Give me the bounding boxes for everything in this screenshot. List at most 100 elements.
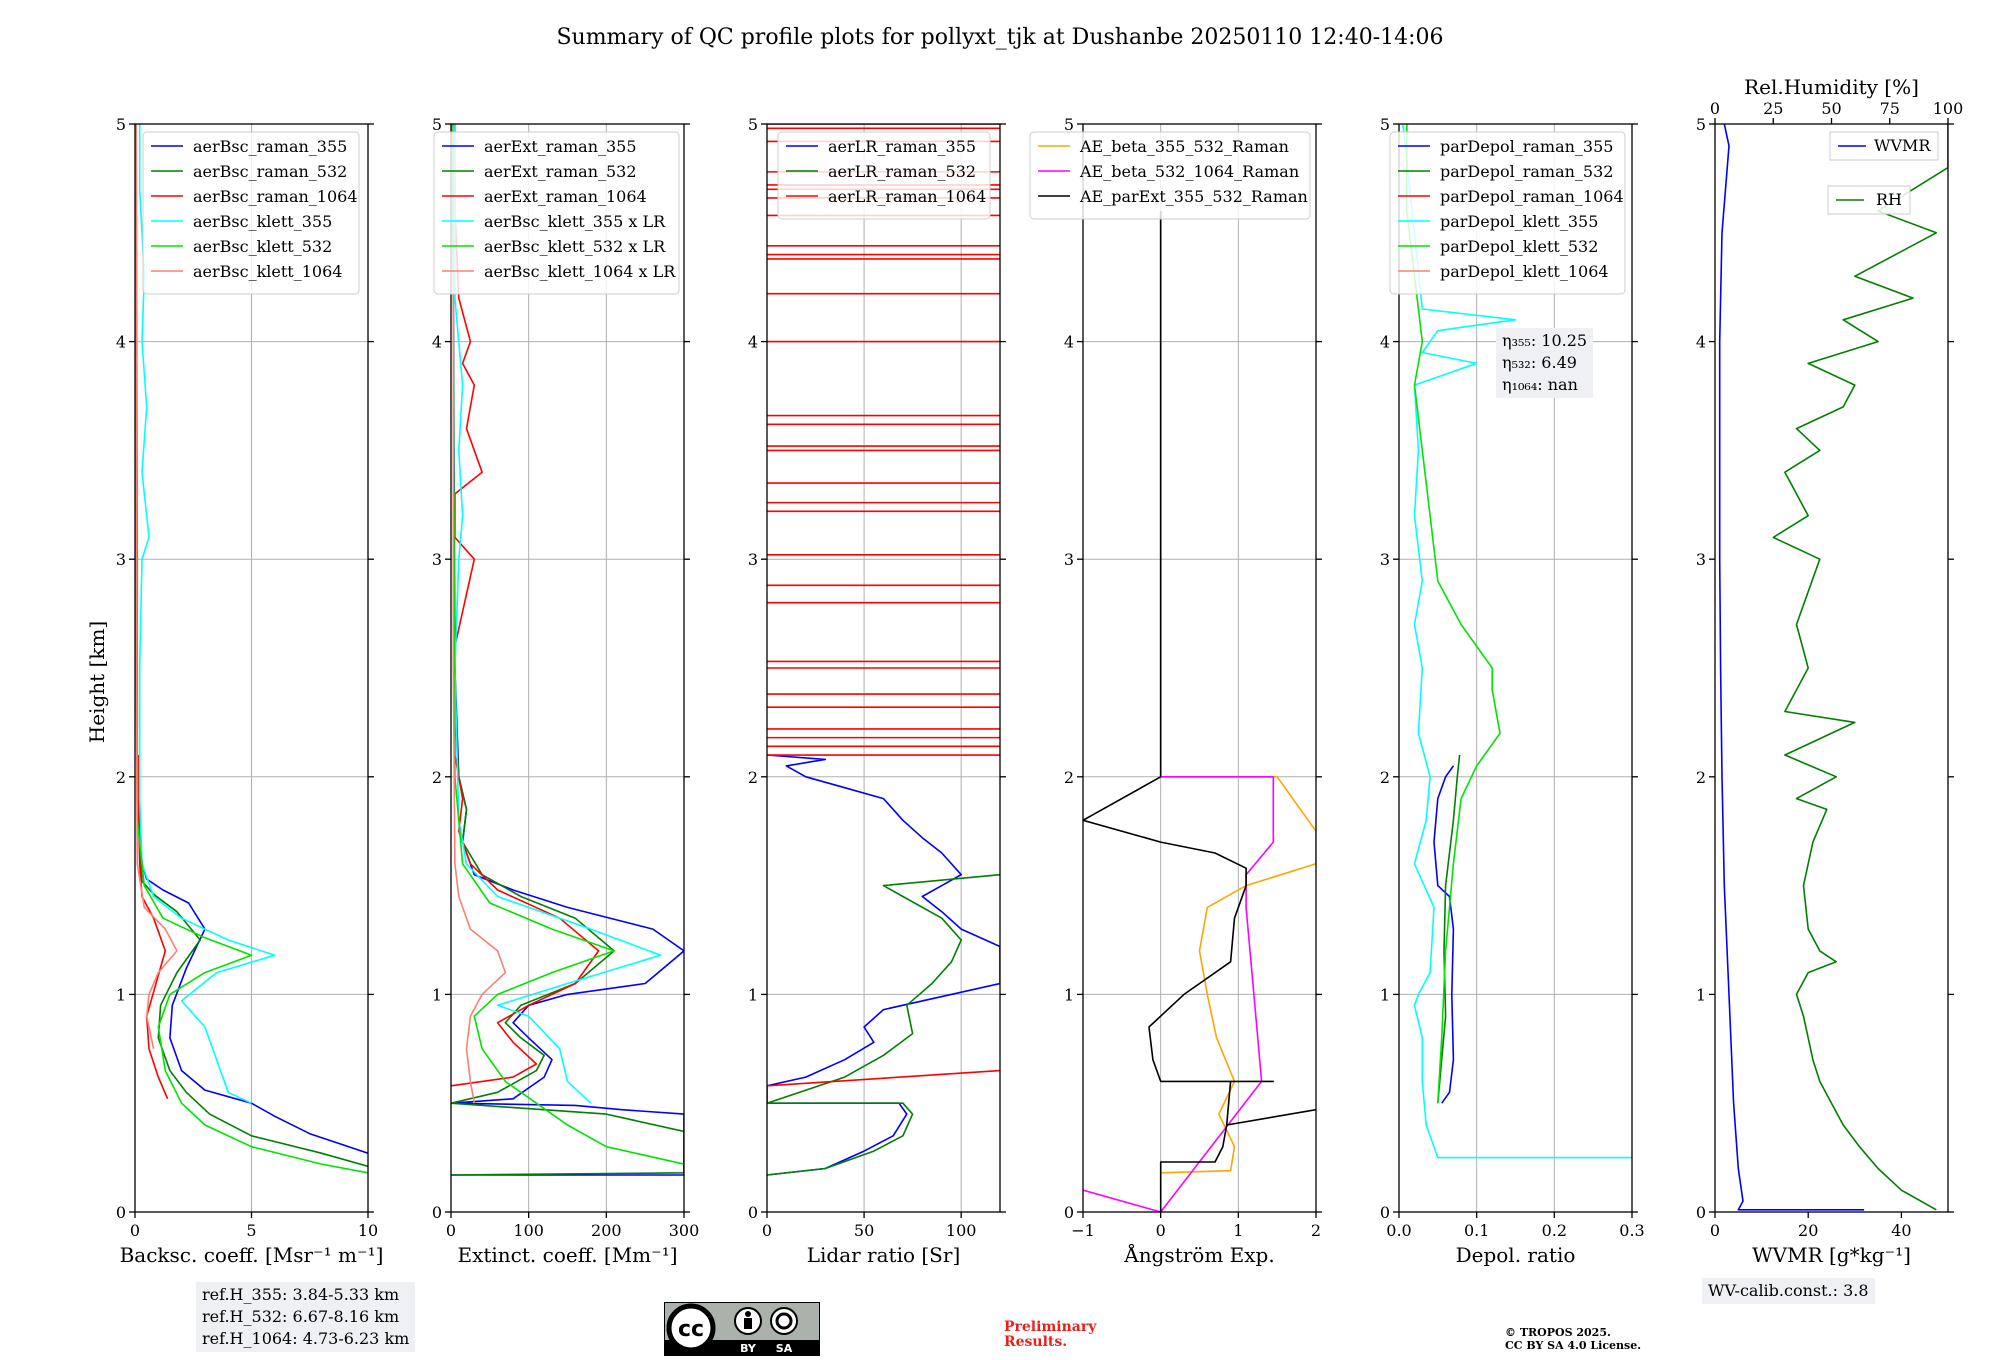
x-tick-label: 10 bbox=[358, 1221, 378, 1240]
legend-label: aerBsc_raman_532 bbox=[193, 162, 347, 181]
x-tick-label: 5 bbox=[246, 1221, 256, 1240]
axes-frame bbox=[1714, 123, 1949, 1213]
legend-label: AE_beta_355_532_Raman bbox=[1079, 137, 1289, 156]
top-x-tick-label: 50 bbox=[1821, 99, 1841, 118]
y-tick-label: 5 bbox=[1064, 115, 1074, 134]
x-tick-label: 1 bbox=[1233, 1221, 1243, 1240]
legend-label: aerBsc_klett_1064 bbox=[193, 262, 342, 281]
legend-label: parDepol_klett_532 bbox=[1440, 237, 1598, 256]
copyright-note: © TROPOS 2025. CC BY SA 4.0 License. bbox=[1505, 1326, 1641, 1352]
legend-frame bbox=[777, 131, 991, 220]
series-aerBsc_klett_532 x LR bbox=[451, 124, 684, 1165]
legend-label: RH bbox=[1876, 190, 1902, 209]
wv-calib-const: WV-calib.const.: 3.8 bbox=[1708, 1281, 1869, 1300]
legend-label: parDepol_raman_1064 bbox=[1440, 187, 1624, 206]
y-tick-label: 3 bbox=[432, 550, 442, 569]
top-x-tick-label: 100 bbox=[1933, 99, 1964, 118]
x-axis-label: WVMR [g*kg⁻¹] bbox=[1752, 1243, 1911, 1267]
y-tick-label: 0 bbox=[1696, 1203, 1706, 1222]
y-tick-label: 3 bbox=[748, 550, 758, 569]
cc-sa-text: SA bbox=[776, 1342, 793, 1355]
axes-frame bbox=[766, 123, 1001, 1213]
legend-label: aerExt_raman_532 bbox=[484, 162, 637, 181]
figure-title: Summary of QC profile plots for pollyxt_… bbox=[556, 25, 1443, 50]
y-tick-label: 5 bbox=[432, 115, 442, 134]
y-tick-label: 4 bbox=[432, 333, 442, 352]
y-tick-label: 1 bbox=[116, 985, 126, 1004]
x-tick-label: 0.2 bbox=[1542, 1221, 1567, 1240]
legend-label: aerLR_raman_355 bbox=[828, 137, 976, 156]
x-axis-label: Ångström Exp. bbox=[1123, 1242, 1274, 1267]
x-tick-label: 100 bbox=[946, 1221, 977, 1240]
axes-frame bbox=[1398, 123, 1633, 1213]
y-tick-label: 5 bbox=[748, 115, 758, 134]
series-aerLR_raman_355 bbox=[767, 754, 1000, 1176]
legend-label: aerBsc_klett_532 bbox=[193, 237, 332, 256]
legend-depol: parDepol_raman_355 parDepol_raman_532 parD… bbox=[1389, 131, 1626, 295]
y-tick-label: 1 bbox=[432, 985, 442, 1004]
legend-ext: aerExt_raman_355 aerExt_raman_532 aerExt_r… bbox=[433, 131, 680, 295]
x-tick-label: 100 bbox=[513, 1221, 544, 1240]
x-tick-label: 0 bbox=[762, 1221, 772, 1240]
series-group bbox=[135, 124, 368, 1174]
series-WVMR bbox=[1718, 124, 1865, 1211]
y-tick-label: 4 bbox=[748, 333, 758, 352]
legend-lr: aerLR_raman_355 aerLR_raman_532 aerLR_rama… bbox=[777, 131, 991, 220]
y-tick-label: 3 bbox=[1696, 550, 1706, 569]
ref-h-532: ref.H_532: 6.67-8.16 km bbox=[202, 1307, 400, 1326]
legend-label: parDepol_raman_532 bbox=[1440, 162, 1613, 181]
y-tick-label: 5 bbox=[116, 115, 126, 134]
x-axis-label: Backsc. coeff. [Msr⁻¹ m⁻¹] bbox=[120, 1243, 384, 1267]
top-x-tick-label: 25 bbox=[1763, 99, 1783, 118]
legend-label: aerBsc_raman_1064 bbox=[193, 187, 358, 206]
y-tick-label: 4 bbox=[1380, 333, 1390, 352]
series-aerLR_raman_532 bbox=[767, 873, 1000, 1176]
series-aerBsc_raman_532 bbox=[138, 755, 368, 1168]
eta-532: η₅₃₂: 6.49 bbox=[1502, 353, 1577, 372]
legend-label: aerBsc_klett_355 x LR bbox=[484, 212, 666, 231]
y-tick-label: 4 bbox=[1064, 333, 1074, 352]
preliminary-results-note: Preliminary Results. bbox=[1004, 1320, 1096, 1350]
legend-frame bbox=[1389, 131, 1626, 295]
y-tick-label: 2 bbox=[116, 768, 126, 787]
x-tick-label: 50 bbox=[854, 1221, 874, 1240]
y-tick-label: 2 bbox=[1380, 768, 1390, 787]
series-group bbox=[1718, 124, 1948, 1211]
legend-label: aerBsc_raman_355 bbox=[193, 137, 347, 156]
series-AE_parExt_355_532_Raman bbox=[1083, 211, 1316, 1212]
x-tick-label: 0 bbox=[1156, 1221, 1166, 1240]
y-tick-label: 2 bbox=[1696, 768, 1706, 787]
legend-frame bbox=[142, 131, 360, 295]
y-tick-label: 0 bbox=[1380, 1203, 1390, 1222]
y-tick-label: 3 bbox=[1380, 550, 1390, 569]
series-parDepol_klett_532 bbox=[1406, 124, 1501, 1104]
top-axis-label: Rel.Humidity [%] bbox=[1744, 75, 1919, 99]
legend-label: parDepol_klett_1064 bbox=[1440, 262, 1609, 281]
series-group bbox=[767, 124, 1000, 1176]
series-parDepol_raman_532 bbox=[1437, 754, 1461, 1104]
legend-label: parDepol_raman_355 bbox=[1440, 137, 1613, 156]
eta-1064: η₁₀₆₄: nan bbox=[1502, 375, 1578, 394]
panel-ext: 0 1 2 3 4 5 0 100 200 300 Extinct. coeff. [Mm⁻¹] ae… bbox=[432, 115, 699, 1267]
series-AE_beta_355_532_Raman bbox=[1159, 211, 1316, 1174]
x-axis-label: Extinct. coeff. [Mm⁻¹] bbox=[457, 1243, 677, 1267]
top-x-tick-label: 75 bbox=[1880, 99, 1900, 118]
series-AE_beta_532_1064_Raman bbox=[1083, 211, 1275, 1212]
x-tick-label: 2 bbox=[1311, 1221, 1321, 1240]
series-aerBsc_klett_355 x LR bbox=[454, 124, 662, 1104]
eta-annotation-box: η₃₅₅: 10.25 η₅₃₂: 6.49 η₁₀₆₄: nan bbox=[1496, 328, 1594, 398]
series-group bbox=[451, 124, 684, 1176]
y-tick-label: 4 bbox=[1696, 333, 1706, 352]
copyright-line-2: CC BY SA 4.0 License. bbox=[1505, 1339, 1642, 1352]
cc-logo-text: cc bbox=[678, 1317, 704, 1342]
x-tick-label: 0 bbox=[1710, 1221, 1720, 1240]
x-tick-label: 40 bbox=[1891, 1221, 1911, 1240]
series-group bbox=[1083, 211, 1316, 1212]
top-x-tick-label: 0 bbox=[1710, 99, 1720, 118]
reference-height-box: ref.H_355: 3.84-5.33 km ref.H_532: 6.67-… bbox=[196, 1282, 416, 1352]
series-aerLR_raman_1064 bbox=[767, 1069, 1000, 1087]
y-tick-label: 2 bbox=[432, 768, 442, 787]
axes-frame bbox=[1082, 123, 1317, 1213]
y-tick-label: 2 bbox=[1064, 768, 1074, 787]
